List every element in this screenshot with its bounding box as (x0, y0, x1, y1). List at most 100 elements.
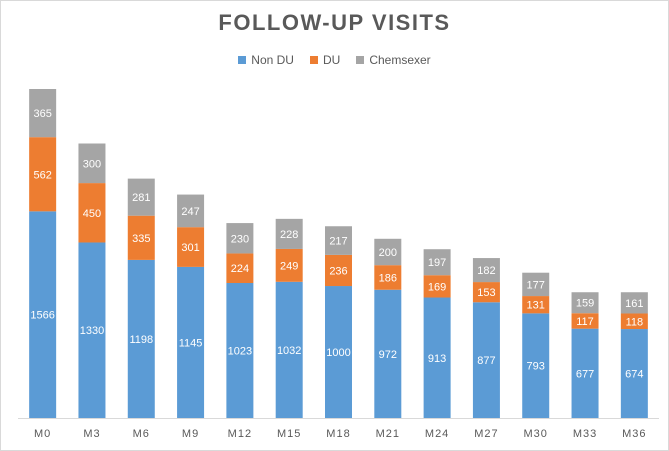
data-label-chemsexer-m18: 217 (329, 236, 347, 248)
data-label-du-m30: 131 (527, 300, 545, 312)
bar-non-du-m3 (78, 242, 106, 418)
x-tick-label-m0: M0 (34, 428, 51, 440)
bar-du-m24 (423, 275, 451, 298)
x-tick-label-m21: M21 (376, 428, 400, 440)
bar-du-m18 (325, 254, 352, 287)
bar-non-du-m0 (29, 211, 57, 418)
legend-item-non-du: Non DU (238, 53, 294, 67)
bar-chemsexer-m27 (472, 258, 500, 283)
data-label-du-m21: 186 (379, 272, 397, 284)
legend-label-non-du: Non DU (251, 53, 294, 67)
legend: Non DU DU Chemsexer (0, 53, 669, 67)
x-tick-label-m30: M30 (524, 428, 548, 440)
bar-du-m33 (571, 313, 599, 329)
bar-du-m3 (78, 183, 106, 243)
data-label-du-m36: 118 (626, 316, 644, 328)
bar-chemsexer-m3 (78, 143, 106, 184)
data-label-non-du-m9: 1145 (179, 337, 203, 349)
chart-title: FOLLOW-UP VISITS (218, 10, 451, 35)
bar-du-m12 (226, 253, 254, 283)
data-label-du-m9: 301 (181, 242, 199, 254)
data-label-non-du-m36: 674 (625, 369, 643, 381)
x-tick-label-m3: M3 (83, 428, 100, 440)
data-label-non-du-m30: 793 (527, 361, 545, 373)
x-tick-label-m9: M9 (182, 428, 199, 440)
bar-chemsexer-m30 (522, 272, 550, 297)
data-label-du-m18: 236 (329, 265, 347, 277)
bar-chemsexer-m9 (177, 194, 205, 228)
data-label-du-m6: 335 (132, 233, 150, 245)
data-label-chemsexer-m12: 230 (231, 233, 249, 245)
data-label-chemsexer-m27: 182 (477, 265, 495, 277)
bar-chemsexer-m21 (374, 238, 402, 266)
data-label-du-m27: 153 (477, 287, 495, 299)
data-label-non-du-m18: 1000 (326, 347, 350, 359)
bar-du-m21 (374, 265, 402, 290)
bar-chemsexer-m24 (423, 249, 451, 276)
bar-chemsexer-m12 (226, 223, 254, 254)
legend-swatch-non-du (238, 56, 247, 64)
x-tick-label-m12: M12 (228, 428, 252, 440)
bar-non-du-m30 (522, 313, 550, 418)
bar-non-du-m15 (275, 281, 303, 418)
legend-label-du: DU (322, 53, 341, 67)
data-label-chemsexer-m33: 159 (576, 298, 594, 310)
data-label-non-du-m27: 877 (477, 355, 495, 367)
data-label-du-m33: 117 (576, 316, 594, 328)
data-label-non-du-m24: 913 (428, 353, 446, 365)
bar-du-m0 (29, 137, 57, 212)
data-label-du-m24: 169 (428, 281, 446, 293)
data-label-chemsexer-m30: 177 (527, 279, 545, 291)
legend-item-du: DU (309, 53, 341, 67)
legend-swatch-chemsexer (356, 56, 365, 64)
bar-du-m9 (177, 227, 205, 267)
data-label-chemsexer-m36: 161 (625, 298, 643, 310)
bar-non-du-m6 (127, 259, 155, 418)
bar-non-du-m9 (177, 266, 205, 418)
bar-non-du-m36 (620, 329, 648, 418)
data-label-chemsexer-m21: 200 (379, 247, 397, 259)
data-label-chemsexer-m3: 300 (83, 158, 101, 170)
bar-non-du-m24 (423, 297, 451, 418)
bar-chemsexer-m15 (275, 218, 303, 249)
data-label-du-m3: 450 (83, 208, 101, 220)
bar-chemsexer-m6 (127, 178, 155, 216)
bar-non-du-m27 (472, 302, 500, 418)
bar-du-m30 (522, 296, 550, 314)
bar-du-m15 (275, 248, 303, 282)
x-tick-label-m27: M27 (474, 428, 498, 440)
data-label-chemsexer-m15: 228 (280, 229, 298, 241)
bar-non-du-m21 (374, 289, 402, 418)
x-tick-label-m24: M24 (425, 428, 449, 440)
bar-du-m36 (620, 313, 648, 330)
data-label-non-du-m33: 677 (576, 368, 594, 380)
data-label-non-du-m0: 1566 (30, 310, 54, 322)
data-label-chemsexer-m24: 197 (428, 257, 446, 269)
bar-chemsexer-m36 (620, 292, 648, 314)
legend-label-chemsexer: Chemsexer (369, 53, 431, 67)
x-tick-label-m36: M36 (622, 428, 646, 440)
x-tick-label-m33: M33 (573, 428, 597, 440)
bar-du-m6 (127, 215, 155, 260)
x-tick-label-m15: M15 (277, 428, 301, 440)
data-label-du-m15: 249 (280, 260, 298, 272)
bar-chemsexer-m33 (571, 292, 599, 314)
data-label-non-du-m21: 972 (379, 349, 397, 361)
bar-non-du-m12 (226, 282, 254, 418)
bar-chemsexer-m0 (29, 89, 57, 138)
bar-non-du-m18 (325, 286, 352, 418)
data-label-non-du-m12: 1023 (228, 345, 252, 357)
data-label-chemsexer-m0: 365 (33, 108, 51, 120)
data-label-non-du-m6: 1198 (129, 334, 153, 346)
legend-item-chemsexer: Chemsexer (356, 53, 431, 67)
x-tick-label-m18: M18 (326, 428, 350, 440)
data-label-non-du-m3: 1330 (80, 325, 104, 337)
data-label-du-m0: 562 (33, 169, 51, 181)
bar-du-m27 (472, 282, 500, 303)
x-tick-label-m6: M6 (133, 428, 150, 440)
bar-chemsexer-m18 (325, 226, 352, 255)
data-label-chemsexer-m9: 247 (181, 206, 199, 218)
data-label-du-m12: 224 (231, 263, 249, 275)
legend-swatch-du (309, 56, 318, 64)
